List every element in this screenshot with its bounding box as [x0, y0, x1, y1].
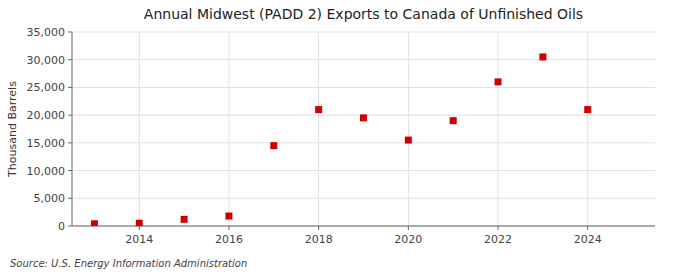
x-tick-label: 2020 [394, 233, 422, 246]
axes: 0 5,000 10,000 15,000 20,000 25,000 30,000 35,0… [27, 26, 656, 246]
x-grid-line [318, 32, 319, 226]
y-tick-label: 10,000 [27, 165, 66, 178]
point [181, 216, 188, 223]
point [360, 114, 367, 121]
x-grid-line [139, 32, 140, 226]
point [495, 78, 502, 85]
y-tick [68, 170, 72, 171]
chart-container: Annual Midwest (PADD 2) Exports to Canad… [0, 0, 675, 275]
y-tick [68, 115, 72, 116]
point [450, 117, 457, 124]
point [270, 142, 277, 149]
x-grid-line [228, 32, 229, 226]
point [584, 106, 591, 113]
y-axis-line [72, 32, 73, 226]
x-tick [587, 226, 588, 230]
y-tick [68, 32, 72, 33]
x-grid-line [498, 32, 499, 226]
x-tick-label: 2014 [125, 233, 153, 246]
y-grid-line [72, 87, 655, 88]
x-tick-label: 2016 [215, 233, 243, 246]
point [539, 53, 546, 60]
source-annotation: Source: U.S. Energy Information Administ… [10, 258, 247, 269]
y-tick-label: 25,000 [27, 81, 66, 94]
y-tick-label: 35,000 [27, 26, 66, 39]
x-tick-label: 2018 [305, 233, 333, 246]
x-tick-label: 2022 [484, 233, 512, 246]
y-grid-line [72, 170, 655, 171]
point [136, 220, 143, 226]
y-tick-label: 20,000 [27, 109, 66, 122]
y-tick [68, 87, 72, 88]
y-axis-label: Thousand Barrels [6, 81, 19, 178]
y-tick-label: 30,000 [27, 54, 66, 67]
chart-svg: Annual Midwest (PADD 2) Exports to Canad… [0, 0, 675, 275]
y-tick-label: 15,000 [27, 137, 66, 150]
x-grid-line [587, 32, 588, 226]
point [225, 213, 232, 220]
y-grid-line [72, 226, 655, 227]
grid [72, 32, 655, 226]
y-tick-label: 5,000 [34, 192, 66, 205]
points [91, 53, 591, 226]
y-grid-line [72, 198, 655, 199]
y-tick [68, 59, 72, 60]
x-tick [228, 226, 229, 230]
x-tick [318, 226, 319, 230]
y-grid-line [72, 32, 655, 33]
x-tick [408, 226, 409, 230]
y-tick [68, 142, 72, 143]
x-tick [139, 226, 140, 230]
title: Annual Midwest (PADD 2) Exports to Canad… [144, 6, 583, 22]
x-tick-label: 2024 [574, 233, 602, 246]
y-grid-line [72, 59, 655, 60]
point [91, 220, 98, 226]
y-tick [68, 226, 72, 227]
point [315, 106, 322, 113]
x-tick [498, 226, 499, 230]
y-tick [68, 198, 72, 199]
point [405, 137, 412, 144]
x-grid-line [408, 32, 409, 226]
y-tick-label: 0 [58, 220, 65, 233]
x-axis-line [72, 226, 655, 227]
y-grid-line [72, 142, 655, 143]
